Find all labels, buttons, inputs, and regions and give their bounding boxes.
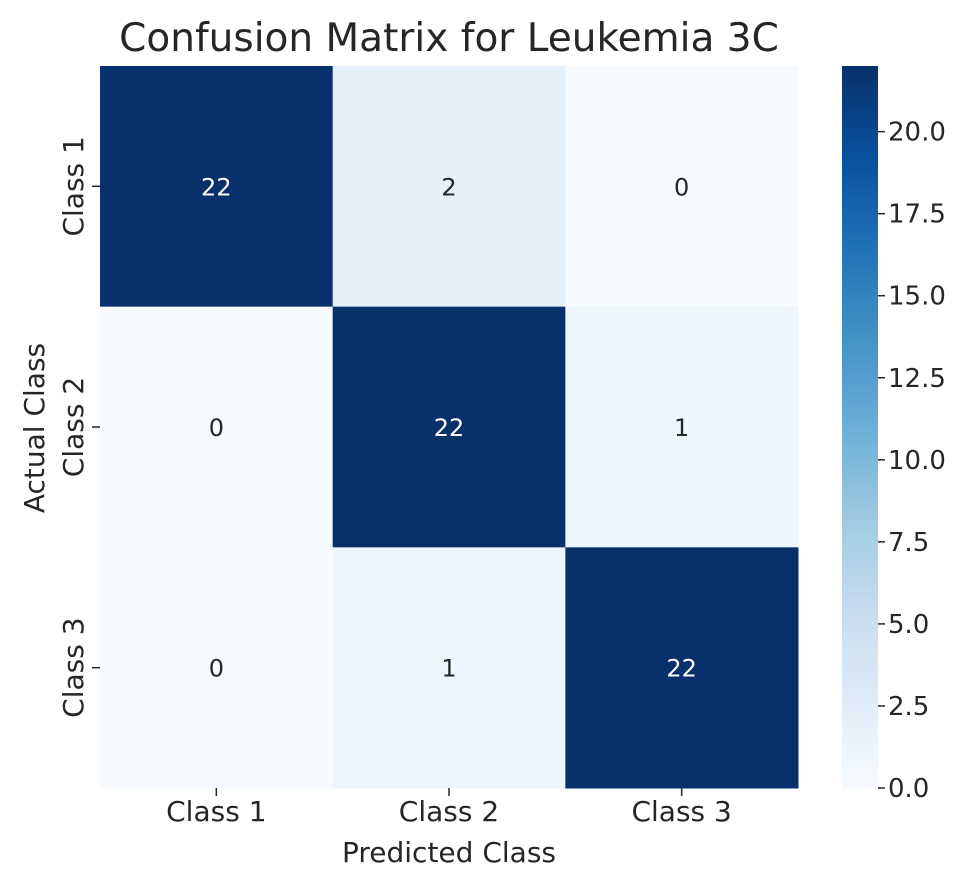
cell-value-label: 2 bbox=[441, 173, 456, 201]
heatmap-cell bbox=[332, 306, 566, 548]
colorbar-tick-label: 2.5 bbox=[888, 692, 929, 722]
y-tick-label: Class 2 bbox=[57, 377, 90, 477]
heatmap-cell bbox=[565, 66, 799, 308]
y-axis-ticks: Class 1 Class 2 Class 3 bbox=[57, 136, 100, 718]
heatmap-cells bbox=[100, 66, 799, 789]
cell-value-label: 22 bbox=[434, 414, 465, 442]
cell-value-label: 0 bbox=[674, 173, 689, 201]
heatmap-cell bbox=[100, 306, 334, 548]
y-axis-label: Actual Class bbox=[18, 343, 51, 513]
colorbar-tick-label: 12.5 bbox=[888, 364, 946, 394]
colorbar-ticks: 0.0 2.5 5.0 7.5 10.0 12.5 15.0 17.5 20.0 bbox=[878, 118, 946, 804]
cell-value-label: 0 bbox=[209, 655, 224, 683]
cell-value-label: 0 bbox=[209, 414, 224, 442]
x-tick-label: Class 2 bbox=[399, 795, 499, 828]
heatmap-cell bbox=[565, 547, 799, 789]
colorbar-tick-label: 0.0 bbox=[888, 774, 929, 804]
cell-value-labels: 22 2 00 22 10 1 22 bbox=[201, 173, 697, 682]
x-axis-ticks: Class 1 Class 2 Class 3 bbox=[166, 788, 732, 828]
colorbar-tick-label: 5.0 bbox=[888, 610, 929, 640]
heatmap-cell bbox=[332, 66, 566, 308]
y-tick-label: Class 3 bbox=[57, 617, 90, 717]
colorbar bbox=[842, 66, 878, 788]
colorbar-tick-label: 17.5 bbox=[888, 200, 946, 230]
heatmap-cell bbox=[565, 306, 799, 548]
colorbar-tick-label: 7.5 bbox=[888, 528, 929, 558]
colorbar-tick-label: 10.0 bbox=[888, 446, 946, 476]
heatmap-cell bbox=[100, 547, 334, 789]
x-tick-label: Class 3 bbox=[631, 795, 731, 828]
x-axis-label: Predicted Class bbox=[342, 836, 556, 869]
cell-value-label: 22 bbox=[666, 655, 697, 683]
cell-value-label: 1 bbox=[674, 414, 689, 442]
heatmap-cell bbox=[100, 66, 334, 308]
y-tick-label: Class 1 bbox=[57, 136, 90, 236]
chart-title: Confusion Matrix for Leukemia 3C bbox=[119, 16, 779, 61]
colorbar-tick-label: 15.0 bbox=[888, 282, 946, 312]
heatmap-cell bbox=[332, 547, 566, 789]
cell-value-label: 22 bbox=[201, 173, 232, 201]
colorbar-tick-label: 20.0 bbox=[888, 118, 946, 148]
cell-value-label: 1 bbox=[441, 655, 456, 683]
x-tick-label: Class 1 bbox=[166, 795, 266, 828]
